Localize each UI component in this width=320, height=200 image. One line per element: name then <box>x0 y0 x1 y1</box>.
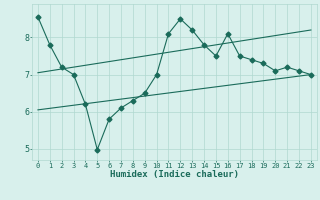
X-axis label: Humidex (Indice chaleur): Humidex (Indice chaleur) <box>110 170 239 179</box>
